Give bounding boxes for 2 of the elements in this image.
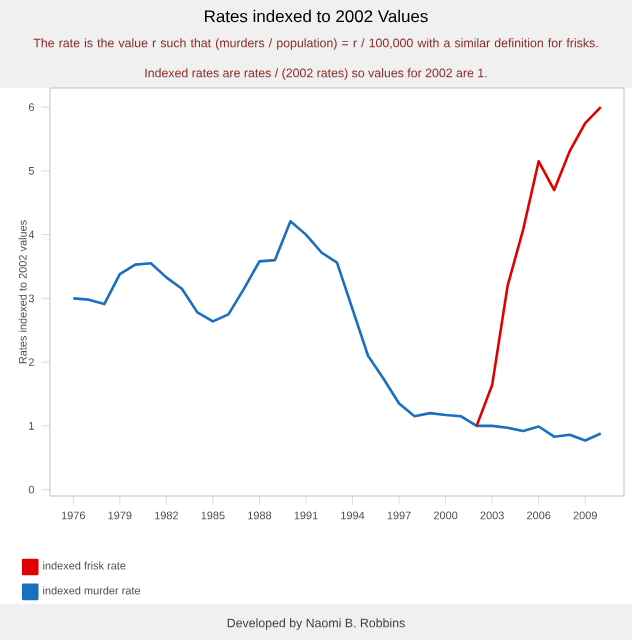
chart-title: Rates indexed to 2002 Values [205, 9, 428, 23]
line-series [475, 105, 603, 428]
